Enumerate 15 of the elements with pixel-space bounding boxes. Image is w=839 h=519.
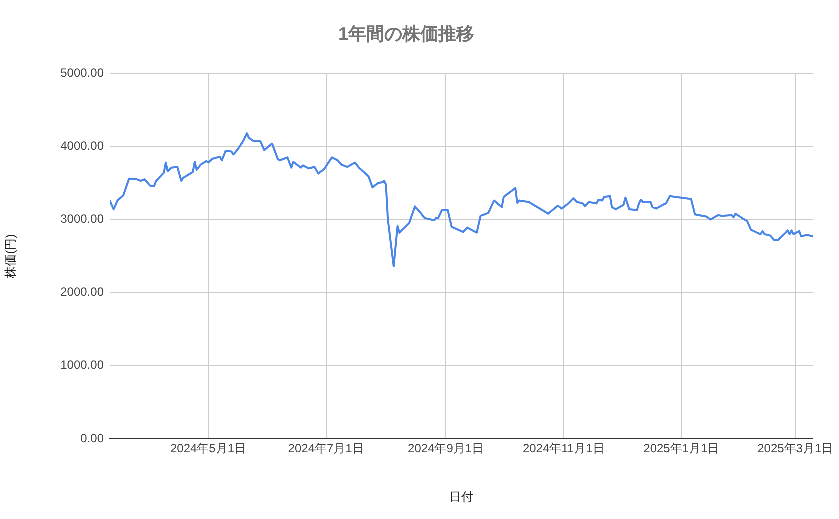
y-tick-label: 5000.00	[60, 66, 104, 80]
y-tick-label: 2000.00	[60, 285, 104, 300]
x-tick-label: 2024年9月1日	[408, 442, 484, 456]
x-tick-label: 2025年3月1日	[758, 442, 834, 456]
y-tick-label: 0.00	[80, 431, 104, 446]
y-tick-label: 1000.00	[60, 358, 104, 372]
y-tick-label: 3000.00	[60, 212, 104, 226]
x-axis-title: 日付	[450, 490, 474, 504]
y-tick-label: 4000.00	[60, 138, 104, 153]
x-tick-label: 2024年11月1日	[522, 442, 605, 456]
y-axis-title: 株価(円)	[4, 234, 18, 280]
x-tick-label: 2024年5月1日	[170, 442, 247, 456]
x-tick-label: 2024年7月1日	[288, 442, 364, 456]
x-tick-label: 2025年1月1日	[644, 442, 720, 456]
chart-title: 1年間の株価推移	[338, 24, 475, 44]
